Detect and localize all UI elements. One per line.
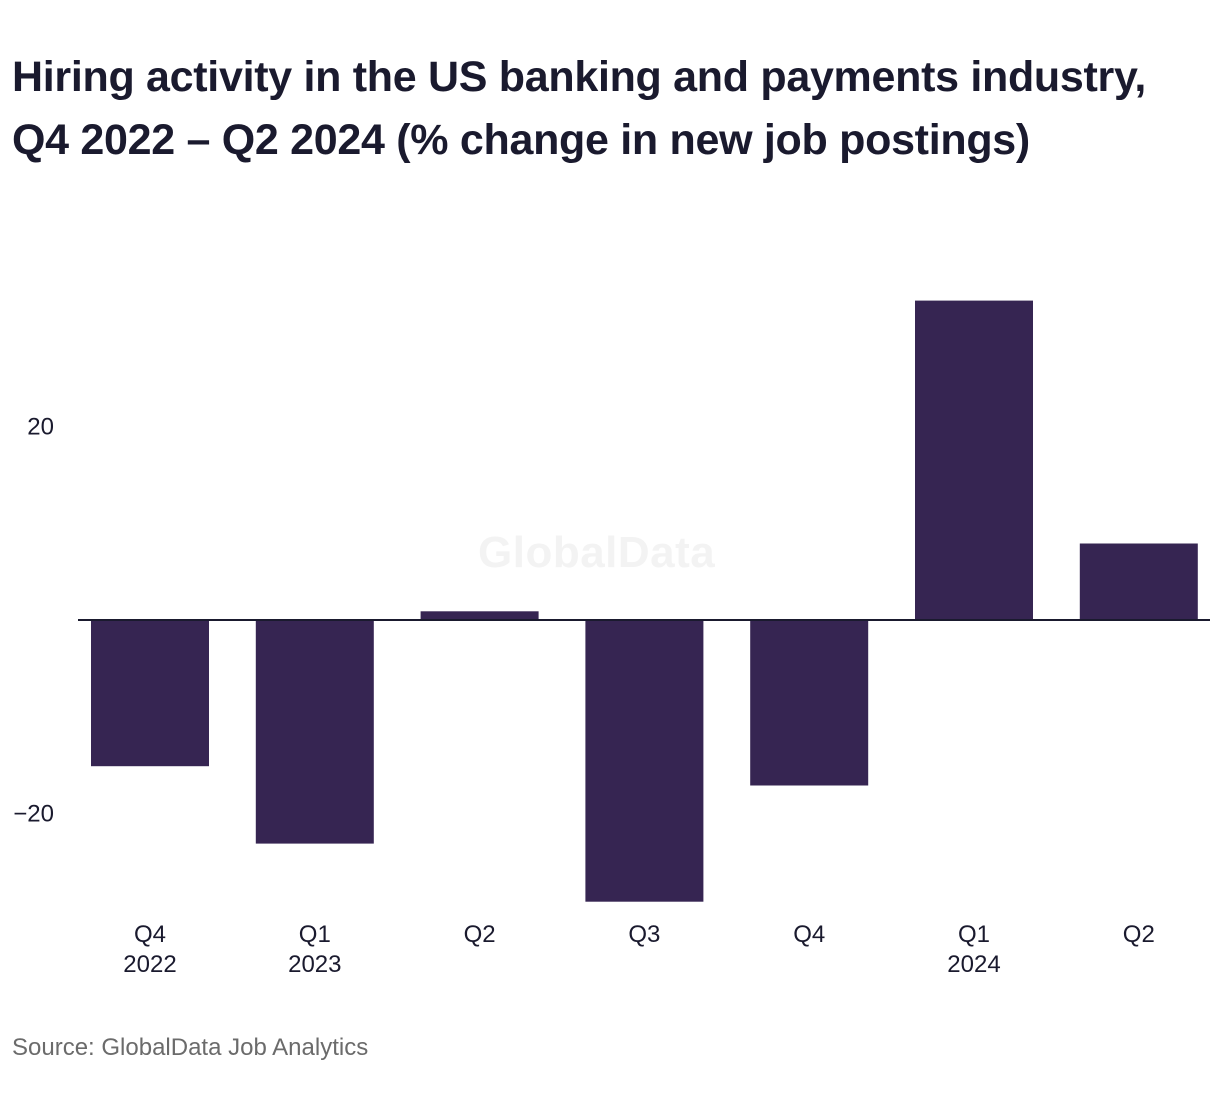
bar-q2 — [1079, 543, 1198, 620]
bars — [91, 300, 1198, 902]
x-axis: Q4 2022 Q1 2023 Q2 Q3 Q4 Q1 2024 Q2 — [123, 921, 1155, 978]
x-tick-year-label: 2024 — [947, 951, 1000, 978]
source-note: Source: GlobalData Job Analytics — [12, 1034, 369, 1061]
y-tick-label: 20 — [27, 413, 54, 440]
x-tick-year-label: 2022 — [123, 951, 176, 978]
bar-q1-2024 — [915, 300, 1033, 620]
bar-q4-2022 — [91, 620, 209, 767]
x-tick-year-label: 2023 — [288, 951, 341, 978]
x-tick-label: Q4 — [134, 921, 166, 948]
x-tick-label: Q3 — [628, 921, 660, 948]
bar-q1-2023 — [255, 620, 374, 844]
x-tick-label: Q2 — [464, 921, 496, 948]
watermark: GlobalData — [478, 528, 716, 577]
x-tick-label: Q4 — [793, 921, 825, 948]
y-axis: 20 −20 — [13, 413, 54, 827]
bar-q3 — [585, 620, 704, 902]
x-tick-label: Q2 — [1123, 921, 1155, 948]
bar-q4 — [750, 620, 869, 786]
x-tick-label: Q1 — [958, 921, 990, 948]
chart-title: Hiring activity in the US banking and pa… — [12, 53, 1147, 164]
x-tick-label: Q1 — [299, 921, 331, 948]
y-tick-label: −20 — [13, 801, 54, 828]
bar-q2 — [420, 611, 539, 620]
